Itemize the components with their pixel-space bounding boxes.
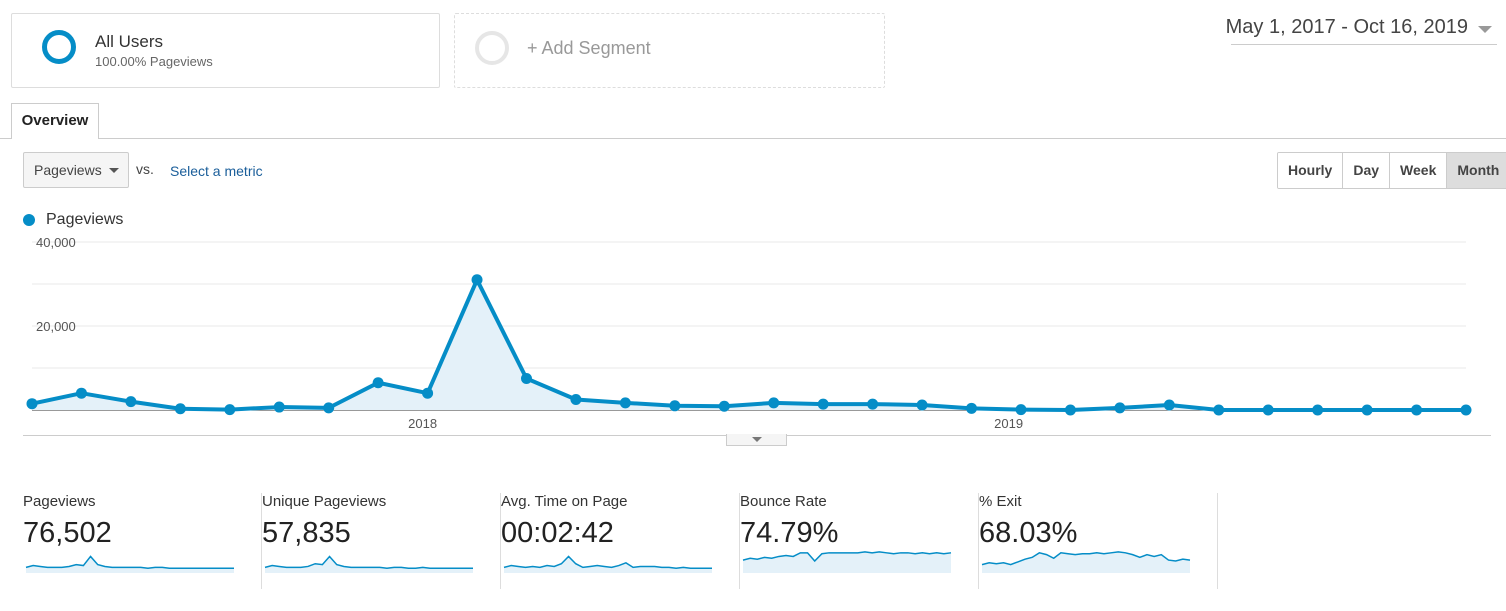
data-point <box>1411 404 1423 416</box>
data-point <box>75 387 87 399</box>
scorecard-label: Avg. Time on Page <box>501 493 628 510</box>
scorecard-divider <box>1217 493 1218 589</box>
series-line <box>31 277 1466 412</box>
data-point <box>422 387 434 399</box>
data-point <box>1114 402 1126 414</box>
sparkline-line <box>742 551 952 563</box>
hourly-button[interactable]: Hourly <box>1278 153 1343 188</box>
scorecard-divider <box>739 493 740 589</box>
metric-dropdown-value: Pageviews <box>34 162 102 178</box>
data-point <box>817 398 829 410</box>
data-point <box>372 377 384 389</box>
data-point <box>224 404 236 416</box>
data-point <box>1163 399 1175 411</box>
scorecard-value: 68.03% <box>979 517 1078 549</box>
data-point <box>26 398 38 410</box>
sparkline-line <box>25 555 234 570</box>
date-range-picker[interactable]: May 1, 2017 - Oct 16, 2019 <box>1225 16 1468 38</box>
scorecard-divider <box>261 493 262 589</box>
pageviews-line-chart: 20,000 40,000 2018 2019 <box>26 235 1472 431</box>
y-tick-label: 40,000 <box>36 235 76 250</box>
scorecard-pageviews[interactable]: Pageviews 76,502 <box>23 493 262 589</box>
sparkline-area <box>26 556 234 573</box>
data-point <box>1361 404 1373 416</box>
y-tick-label: 20,000 <box>36 319 76 334</box>
sparkline <box>981 551 1191 573</box>
sparkline-area <box>743 551 951 573</box>
data-point <box>669 400 681 412</box>
segment-all-users[interactable]: All Users 100.00% Pageviews <box>11 13 440 88</box>
sparkline-line <box>981 551 1191 566</box>
select-metric-link[interactable]: Select a metric <box>170 163 263 179</box>
data-point <box>1213 404 1225 416</box>
sparkline-area <box>265 556 473 573</box>
data-point <box>768 397 780 409</box>
week-button[interactable]: Week <box>1389 153 1447 188</box>
scorecard-label: Bounce Rate <box>740 493 827 510</box>
sparkline-line <box>503 555 712 570</box>
tab-divider <box>0 138 1506 139</box>
sparkline <box>25 555 234 573</box>
date-range-underline <box>1231 44 1497 45</box>
x-tick-label: 2019 <box>994 416 1023 431</box>
sparkline-area <box>504 556 712 573</box>
scorecard-value: 76,502 <box>23 517 112 549</box>
scorecard-value: 57,835 <box>262 517 351 549</box>
data-point <box>966 402 978 414</box>
scorecard-value: 00:02:42 <box>501 517 614 549</box>
data-point <box>1015 404 1027 416</box>
scorecard-unique-pageviews[interactable]: Unique Pageviews 57,835 <box>262 493 501 589</box>
x-tick-label: 2018 <box>408 416 437 431</box>
data-point <box>1262 404 1274 416</box>
tab-overview[interactable]: Overview <box>11 103 99 139</box>
chevron-down-icon[interactable] <box>1478 26 1492 33</box>
data-point <box>273 401 285 413</box>
scorecard-avg-time-on-page[interactable]: Avg. Time on Page 00:02:42 <box>501 493 740 589</box>
sparkline <box>503 555 712 573</box>
scorecard-divider <box>978 493 979 589</box>
day-button[interactable]: Day <box>1342 153 1390 188</box>
chevron-down-icon <box>109 168 119 173</box>
scorecard-label: % Exit <box>979 493 1022 510</box>
data-point <box>1460 404 1472 416</box>
data-point <box>1064 404 1076 416</box>
data-point <box>323 402 335 414</box>
segment-title: All Users <box>95 32 164 51</box>
sparkline-line <box>264 555 473 570</box>
segment-color-ring <box>42 30 76 64</box>
segment-subtitle: 100.00% Pageviews <box>95 54 213 69</box>
sparkline <box>264 555 473 573</box>
time-granularity-buttons: Hourly Day Week Month <box>1277 152 1506 189</box>
scorecard-label: Unique Pageviews <box>262 493 387 510</box>
scorecard-bounce-rate[interactable]: Bounce Rate 74.79% <box>740 493 979 589</box>
data-point <box>718 400 730 412</box>
scorecard-label: Pageviews <box>23 493 96 510</box>
data-point <box>471 274 483 286</box>
add-segment-label: + Add Segment <box>527 38 651 58</box>
data-point <box>570 394 582 405</box>
collapse-chart-toggle[interactable] <box>726 434 787 446</box>
data-point <box>125 396 137 408</box>
legend-dot <box>23 214 35 226</box>
data-point <box>1312 404 1324 416</box>
series-area <box>32 279 1466 410</box>
data-point <box>174 403 186 415</box>
scorecard-exit-rate[interactable]: % Exit 68.03% <box>979 493 1218 589</box>
vs-label: vs. <box>136 161 154 177</box>
add-segment-button[interactable]: + Add Segment <box>454 13 885 88</box>
data-point <box>916 399 928 411</box>
data-point <box>867 398 879 410</box>
data-point <box>520 373 532 384</box>
metric-dropdown[interactable]: Pageviews <box>23 152 129 188</box>
legend-label: Pageviews <box>46 211 124 228</box>
chevron-down-icon <box>752 437 762 442</box>
data-point <box>619 397 631 409</box>
empty-segment-ring-icon <box>475 31 509 65</box>
scorecard-value: 74.79% <box>740 517 839 549</box>
scorecard-divider <box>500 493 501 589</box>
month-button[interactable]: Month <box>1446 153 1506 188</box>
sparkline <box>742 551 952 573</box>
